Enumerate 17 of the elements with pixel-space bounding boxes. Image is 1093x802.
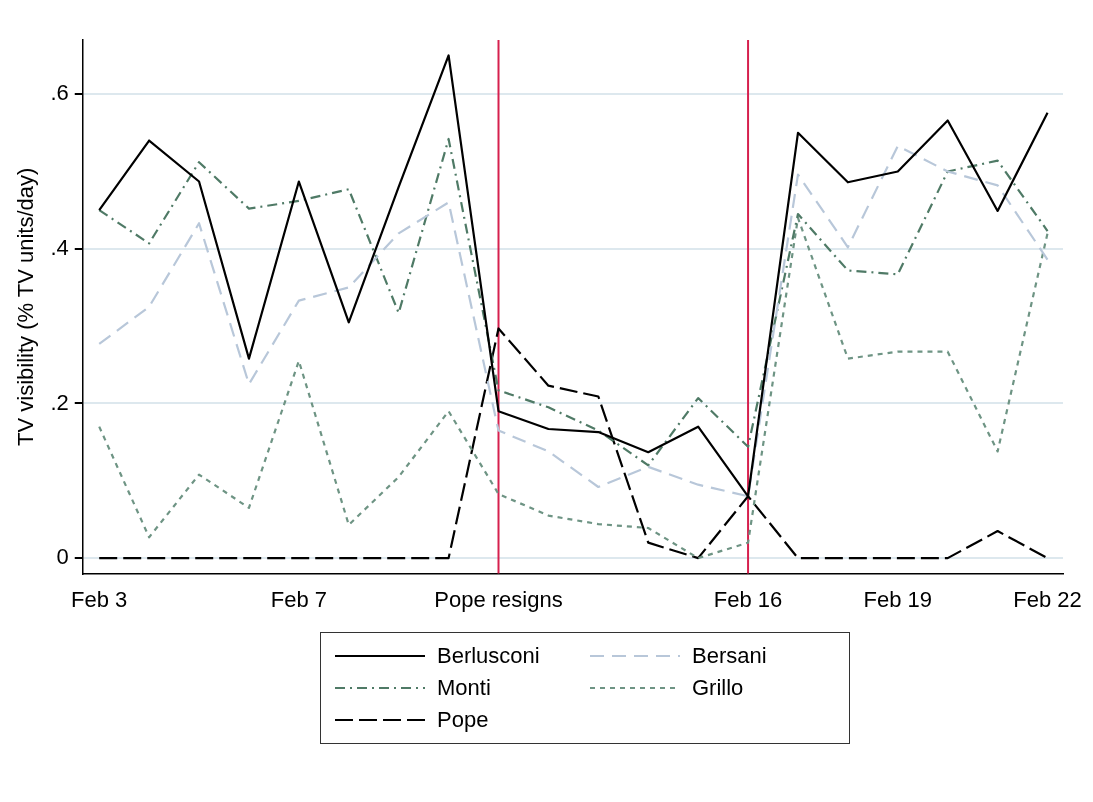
y-tick-label: .6 — [50, 80, 69, 106]
legend-label: Pope — [437, 707, 489, 733]
legend-label: Monti — [437, 675, 491, 701]
x-tick-label: Pope resigns — [434, 586, 563, 612]
y-axis-title: TV visibility (% TV units/day) — [13, 167, 39, 446]
x-tick-label: Feb 22 — [1013, 586, 1082, 612]
legend-label: Berlusconi — [437, 643, 540, 669]
y-tick-label: .2 — [50, 389, 69, 415]
x-tick-label: Feb 3 — [71, 586, 128, 612]
x-tick-label: Feb 16 — [713, 586, 783, 612]
y-tick-label: 0 — [56, 544, 69, 570]
legend-label: Grillo — [692, 675, 744, 701]
x-tick-label: Feb 19 — [863, 586, 933, 612]
y-tick-label: .4 — [50, 234, 69, 260]
x-tick-label: Feb 7 — [270, 586, 327, 612]
legend-label: Bersani — [692, 643, 767, 669]
line-series — [98, 216, 1049, 560]
